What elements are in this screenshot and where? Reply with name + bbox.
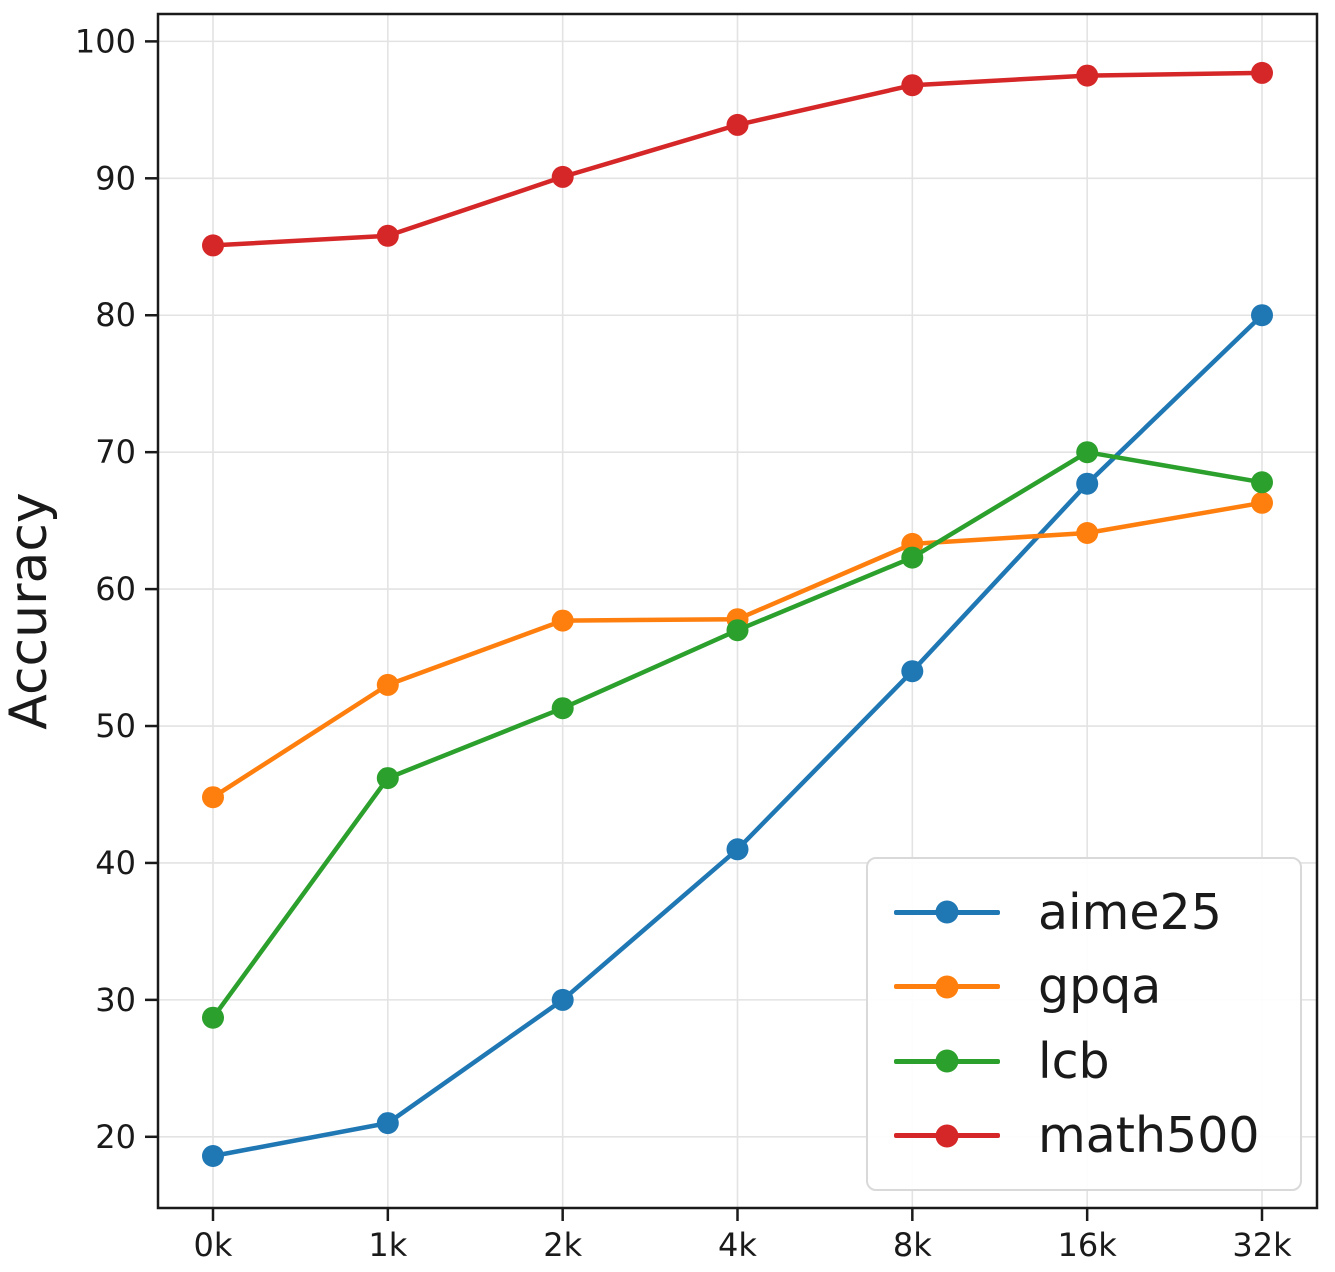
data-point-lcb-4k (726, 619, 749, 642)
y-tick-label-40: 40 (95, 844, 136, 882)
data-point-math500-1k (376, 224, 399, 247)
legend-label: gpqa (1038, 958, 1162, 1016)
legend-swatch-line (894, 1049, 1000, 1073)
legend-item-lcb: lcb (894, 1037, 1290, 1086)
y-tick-label-70: 70 (95, 433, 136, 471)
data-point-aime25-16k (1076, 472, 1099, 495)
x-tick-label-16k: 16k (1058, 1226, 1118, 1264)
data-point-lcb-32k (1251, 471, 1273, 494)
chart-legend: aime25 gpqa lcb math500 (866, 857, 1302, 1191)
data-point-math500-32k (1251, 61, 1273, 84)
axes-layer: 0k 1k 2k 4k 8k 16k 32k 20 30 40 50 60 70 80 90 100 (75, 12, 1319, 1264)
data-point-gpqa-16k (1076, 522, 1099, 544)
y-tick-label-50: 50 (95, 707, 136, 745)
data-point-math500-16k (1076, 64, 1099, 87)
legend-marker-dot (935, 900, 959, 924)
legend-swatch-line (894, 900, 1000, 924)
data-point-lcb-8k (901, 546, 924, 569)
data-point-lcb-16k (1076, 441, 1099, 464)
y-tick-label-80: 80 (95, 296, 136, 334)
x-tick-label-8k: 8k (893, 1226, 932, 1264)
x-tick-label-0k: 0k (194, 1226, 233, 1264)
legend-swatch-line (894, 1124, 1000, 1148)
x-tick-label-32k: 32k (1232, 1226, 1292, 1264)
data-point-gpqa-32k (1251, 491, 1273, 514)
legend-marker-dot (935, 1049, 959, 1073)
y-tick-label-20: 20 (95, 1118, 136, 1156)
series-layer (202, 61, 1273, 1167)
data-point-math500-2k (551, 165, 574, 188)
data-point-lcb-1k (376, 767, 399, 790)
legend-marker-dot (935, 975, 959, 999)
legend-item-gpqa: gpqa (894, 962, 1290, 1011)
legend-marker-dot (935, 1124, 959, 1148)
data-point-aime25-8k (901, 660, 924, 683)
data-point-aime25-4k (726, 838, 749, 861)
y-tick-label-90: 90 (95, 159, 136, 197)
x-tick-label-4k: 4k (718, 1226, 757, 1264)
data-point-aime25-1k (376, 1112, 399, 1135)
data-point-math500-4k (726, 113, 749, 136)
data-point-lcb-0k (202, 1006, 224, 1029)
x-tick-label-1k: 1k (368, 1226, 407, 1264)
x-tick-label-2k: 2k (543, 1226, 582, 1264)
data-point-gpqa-0k (202, 786, 224, 809)
data-point-gpqa-2k (551, 609, 574, 632)
grid-layer (158, 14, 1317, 1208)
legend-label: lcb (1038, 1032, 1110, 1090)
legend-swatch-line (894, 975, 1000, 999)
data-point-lcb-2k (551, 697, 574, 720)
legend-label: math500 (1038, 1107, 1260, 1165)
legend-item-aime25: aime25 (894, 888, 1290, 937)
y-axis-label: Accuracy (0, 492, 59, 729)
y-tick-label-100: 100 (75, 22, 136, 60)
data-point-aime25-2k (551, 988, 574, 1011)
y-tick-label-60: 60 (95, 570, 136, 608)
data-point-aime25-0k (202, 1145, 224, 1167)
data-point-math500-8k (901, 74, 924, 97)
y-tick-label-30: 30 (95, 981, 136, 1019)
legend-label: aime25 (1038, 883, 1222, 941)
data-point-aime25-32k (1251, 304, 1273, 327)
data-point-math500-0k (202, 234, 224, 257)
legend-item-math500: math500 (894, 1111, 1290, 1160)
data-point-gpqa-1k (376, 673, 399, 696)
